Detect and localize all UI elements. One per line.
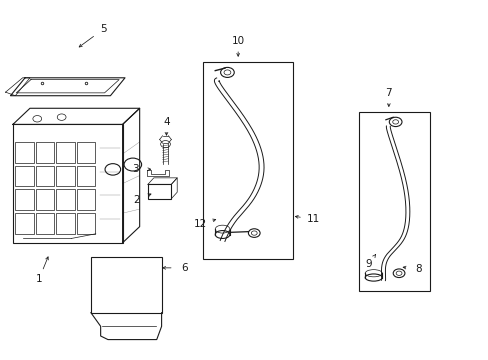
Bar [91,257,161,313]
Bar [15,189,34,210]
Text: 3: 3 [132,164,138,174]
Bar [77,213,95,234]
Bar [203,62,293,259]
Bar [13,125,122,243]
Bar [15,213,34,234]
Text: 9: 9 [365,259,371,269]
Bar [36,166,54,186]
Text: 4: 4 [163,117,169,127]
Bar [15,166,34,186]
Bar [77,166,95,186]
Text: 11: 11 [306,214,320,224]
Bar [358,112,429,291]
Text: 6: 6 [181,263,187,273]
Text: 7: 7 [385,88,391,98]
Bar [56,142,75,163]
Bar [56,166,75,186]
Bar [148,184,171,199]
Text: 12: 12 [194,220,207,229]
Bar [36,213,54,234]
Bar [56,189,75,210]
Text: 5: 5 [100,24,106,34]
Bar [36,142,54,163]
Bar [15,142,34,163]
Bar [56,213,75,234]
Bar [77,142,95,163]
Text: 10: 10 [231,36,244,46]
Text: 2: 2 [133,195,140,205]
Text: 8: 8 [415,264,421,274]
Text: 1: 1 [36,274,42,284]
Bar [36,189,54,210]
Bar [77,189,95,210]
